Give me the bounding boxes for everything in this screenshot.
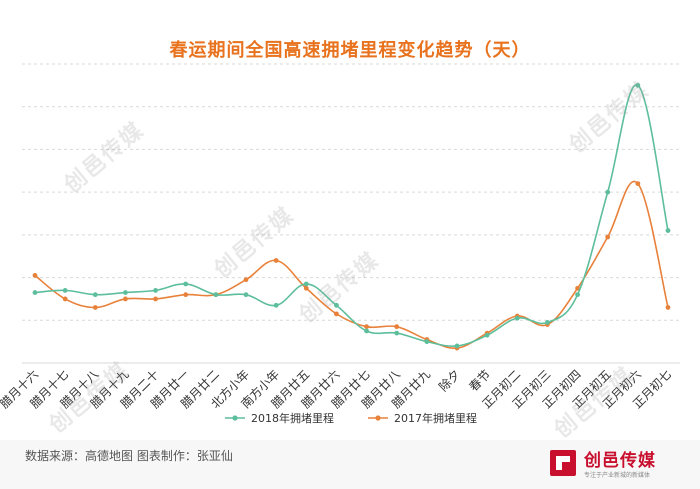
data-point (303, 281, 309, 287)
x-tick-label: 春节 (466, 367, 493, 394)
brand-name: 创邑传媒 (584, 451, 656, 471)
data-point (394, 330, 400, 336)
data-point (62, 296, 68, 302)
data-point (364, 328, 369, 334)
footer-bar (0, 440, 700, 489)
line-chart: 腊月十六腊月十七腊月十八腊月十九腊月二十腊月廿一腊月廿二北方小年南方小年腊月廿五… (0, 63, 680, 425)
data-point (484, 332, 490, 338)
data-point (92, 292, 98, 298)
data-point (605, 189, 611, 195)
legend-marker (375, 415, 381, 421)
data-point (123, 296, 128, 302)
chart-title: 春运期间全国高速拥堵里程变化趋势（天） (169, 40, 531, 61)
data-point (153, 296, 158, 302)
brand-tagline: 专注于产业新城的新媒体 (584, 472, 651, 479)
data-point (153, 287, 158, 293)
legend-label: 2017年拥堵里程 (394, 411, 477, 425)
data-point (635, 82, 641, 88)
data-point (545, 320, 550, 325)
data-point (364, 324, 369, 330)
legend: 2018年拥堵里程 2017年拥堵里程 (225, 411, 477, 425)
data-point (123, 290, 128, 295)
data-point (32, 273, 38, 278)
data-point (635, 181, 641, 187)
data-point (424, 339, 430, 345)
data-point (334, 302, 339, 308)
gridlines (22, 63, 680, 364)
data-point (62, 287, 68, 293)
data-point (273, 258, 279, 263)
data-point (243, 292, 249, 298)
brand-logo: 创邑传媒 专注于产业新城的新媒体 (548, 446, 688, 484)
data-source: 数据来源：高德地图 图表制作：张亚仙 (25, 449, 233, 463)
data-point (665, 305, 671, 310)
data-point (334, 311, 339, 317)
data-point (32, 290, 38, 295)
data-point (575, 292, 580, 298)
data-point (575, 285, 580, 291)
data-point (243, 277, 249, 283)
data-point (183, 292, 189, 298)
data-point (213, 292, 219, 298)
data-point (303, 285, 309, 291)
data-point (665, 228, 671, 233)
legend-label: 2018年拥堵里程 (251, 411, 334, 425)
data-point (605, 234, 611, 240)
brand-logo-icon (550, 450, 576, 476)
x-tick-label: 除夕 (436, 367, 464, 395)
data-point (514, 315, 520, 321)
data-point (394, 324, 400, 330)
series-lines (32, 82, 671, 351)
data-point (92, 305, 98, 310)
data-point (454, 343, 460, 349)
data-point (273, 302, 279, 308)
data-point (183, 281, 189, 287)
legend-marker (232, 415, 238, 421)
